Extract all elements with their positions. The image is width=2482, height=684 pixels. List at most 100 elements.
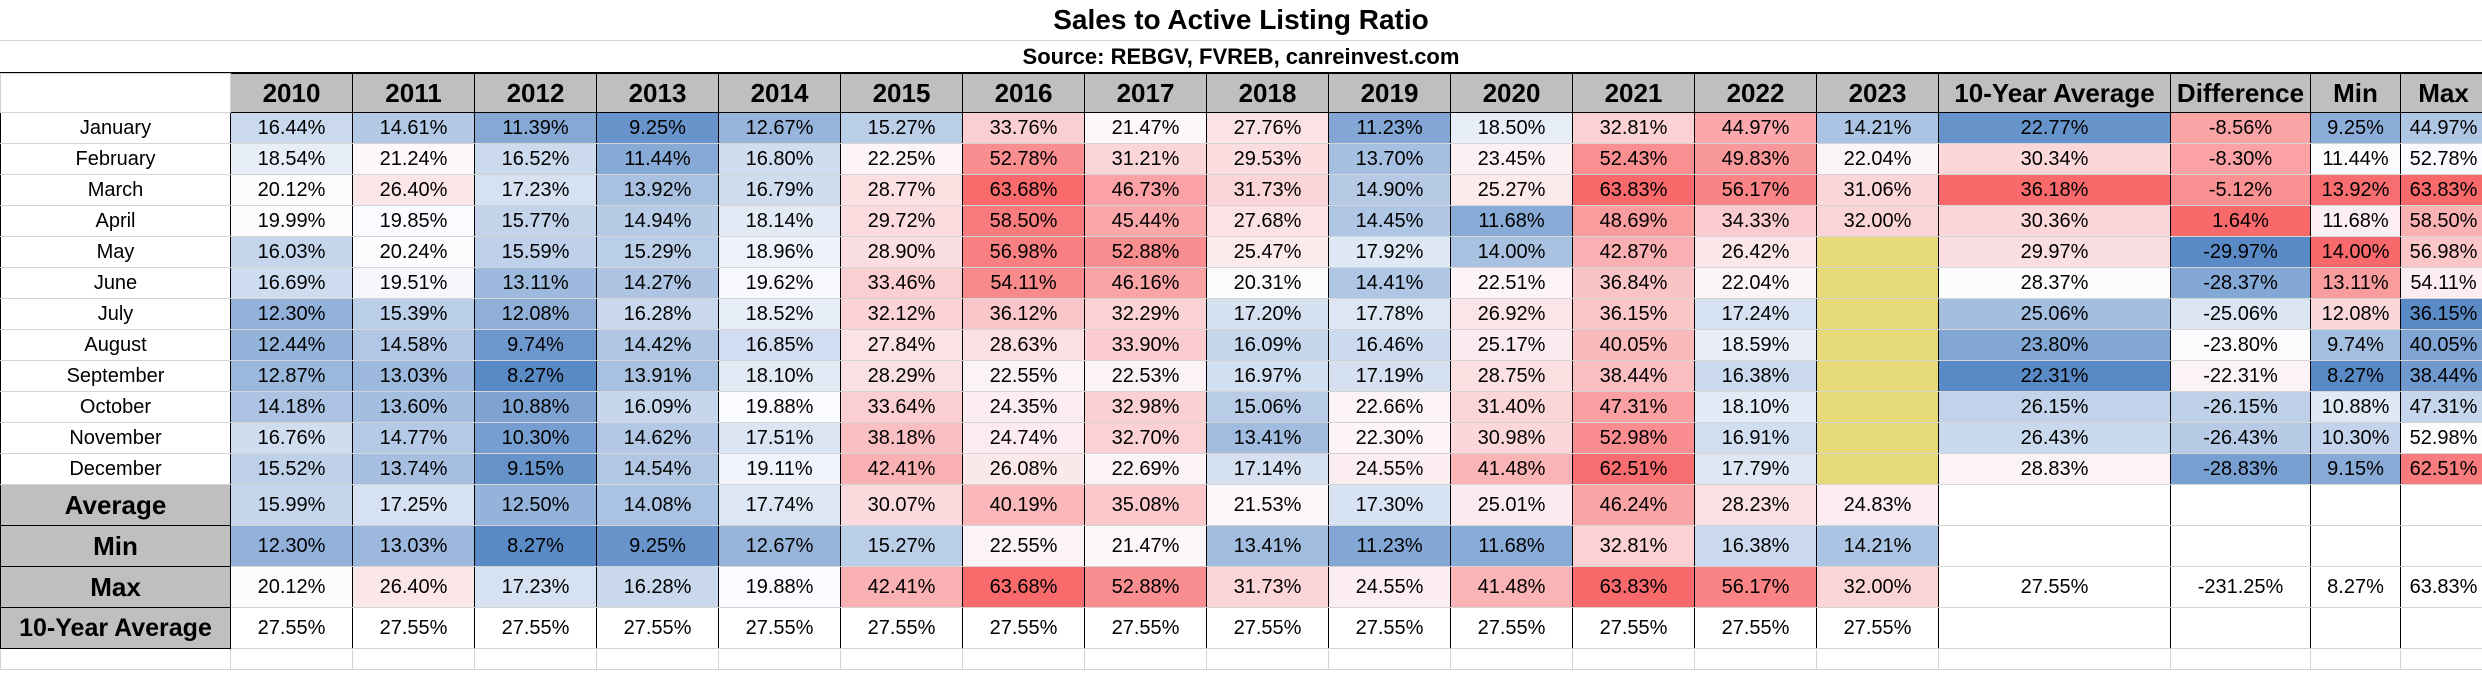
summary-value-cell[interactable]: 16.38% — [1694, 525, 1817, 567]
value-cell[interactable]: 14.00% — [1450, 236, 1573, 268]
value-cell[interactable]: 21.24% — [352, 143, 475, 175]
summary-value-cell[interactable] — [2170, 525, 2311, 567]
value-cell[interactable]: 13.03% — [352, 360, 475, 392]
value-cell[interactable]: 14.41% — [1328, 267, 1451, 299]
value-cell[interactable]: 29.53% — [1206, 143, 1329, 175]
value-cell[interactable]: 54.11% — [962, 267, 1085, 299]
value-cell[interactable]: 36.15% — [2400, 298, 2482, 330]
value-cell[interactable]: 12.67% — [718, 112, 841, 144]
summary-value-cell[interactable]: 27.55% — [1450, 607, 1573, 649]
summary-value-cell[interactable]: 8.27% — [474, 525, 597, 567]
summary-value-cell[interactable]: 30.07% — [840, 484, 963, 526]
value-cell[interactable]: 18.10% — [718, 360, 841, 392]
value-cell[interactable]: 14.77% — [352, 422, 475, 454]
value-cell[interactable]: 14.58% — [352, 329, 475, 361]
value-cell[interactable]: 30.98% — [1450, 422, 1573, 454]
summary-value-cell[interactable]: 24.83% — [1816, 484, 1939, 526]
value-cell[interactable]: 17.14% — [1206, 453, 1329, 485]
value-cell[interactable]: 16.91% — [1694, 422, 1817, 454]
empty-cell[interactable] — [596, 648, 719, 670]
value-cell[interactable]: 11.44% — [596, 143, 719, 175]
summary-value-cell[interactable]: 32.81% — [1572, 525, 1695, 567]
summary-value-cell[interactable] — [2170, 607, 2311, 649]
value-cell[interactable]: 13.60% — [352, 391, 475, 423]
value-cell[interactable]: 16.03% — [230, 236, 353, 268]
value-cell[interactable] — [1816, 360, 1939, 392]
value-cell[interactable]: 56.98% — [2400, 236, 2482, 268]
empty-cell[interactable] — [2170, 648, 2311, 670]
summary-value-cell[interactable]: 27.55% — [1572, 607, 1695, 649]
summary-value-cell[interactable]: 17.30% — [1328, 484, 1451, 526]
empty-cell[interactable] — [840, 648, 963, 670]
summary-value-cell[interactable]: 21.53% — [1206, 484, 1329, 526]
summary-value-cell[interactable]: 31.73% — [1206, 566, 1329, 608]
value-cell[interactable]: 14.54% — [596, 453, 719, 485]
value-cell[interactable]: 11.39% — [474, 112, 597, 144]
value-cell[interactable]: 22.04% — [1816, 143, 1939, 175]
summary-value-cell[interactable]: 27.55% — [1328, 607, 1451, 649]
value-cell[interactable]: 28.90% — [840, 236, 963, 268]
value-cell[interactable]: 33.64% — [840, 391, 963, 423]
summary-value-cell[interactable]: 27.55% — [962, 607, 1085, 649]
summary-value-cell[interactable]: -231.25% — [2170, 566, 2311, 608]
value-cell[interactable] — [1816, 453, 1939, 485]
value-cell[interactable]: 33.76% — [962, 112, 1085, 144]
value-cell[interactable]: 28.83% — [1938, 453, 2171, 485]
value-cell[interactable]: 20.12% — [230, 174, 353, 206]
value-cell[interactable]: 28.77% — [840, 174, 963, 206]
value-cell[interactable]: 10.88% — [474, 391, 597, 423]
value-cell[interactable]: 13.92% — [596, 174, 719, 206]
value-cell[interactable]: 11.68% — [2310, 205, 2401, 237]
value-cell[interactable]: 16.09% — [1206, 329, 1329, 361]
value-cell[interactable]: 13.11% — [2310, 267, 2401, 299]
summary-value-cell[interactable]: 11.68% — [1450, 525, 1573, 567]
value-cell[interactable]: -5.12% — [2170, 174, 2311, 206]
value-cell[interactable]: 18.10% — [1694, 391, 1817, 423]
summary-value-cell[interactable]: 20.12% — [230, 566, 353, 608]
value-cell[interactable]: 32.00% — [1816, 205, 1939, 237]
value-cell[interactable]: 31.21% — [1084, 143, 1207, 175]
value-cell[interactable]: 18.14% — [718, 205, 841, 237]
empty-cell[interactable] — [474, 648, 597, 670]
value-cell[interactable]: 16.80% — [718, 143, 841, 175]
empty-cell[interactable] — [0, 648, 231, 670]
value-cell[interactable]: 25.47% — [1206, 236, 1329, 268]
value-cell[interactable]: 29.97% — [1938, 236, 2171, 268]
value-cell[interactable]: 10.30% — [474, 422, 597, 454]
value-cell[interactable]: 52.78% — [962, 143, 1085, 175]
value-cell[interactable]: 17.51% — [718, 422, 841, 454]
value-cell[interactable]: 12.44% — [230, 329, 353, 361]
summary-value-cell[interactable]: 22.55% — [962, 525, 1085, 567]
value-cell[interactable]: 46.16% — [1084, 267, 1207, 299]
value-cell[interactable]: 47.31% — [2400, 391, 2482, 423]
value-cell[interactable]: 13.70% — [1328, 143, 1451, 175]
summary-value-cell[interactable]: 13.41% — [1206, 525, 1329, 567]
value-cell[interactable]: 36.12% — [962, 298, 1085, 330]
summary-value-cell[interactable]: 46.24% — [1572, 484, 1695, 526]
value-cell[interactable]: 13.91% — [596, 360, 719, 392]
summary-value-cell[interactable]: 13.03% — [352, 525, 475, 567]
value-cell[interactable]: 24.74% — [962, 422, 1085, 454]
value-cell[interactable]: 32.98% — [1084, 391, 1207, 423]
value-cell[interactable]: 44.97% — [1694, 112, 1817, 144]
summary-value-cell[interactable] — [1938, 484, 2171, 526]
value-cell[interactable]: 31.73% — [1206, 174, 1329, 206]
value-cell[interactable]: 26.92% — [1450, 298, 1573, 330]
value-cell[interactable]: 15.06% — [1206, 391, 1329, 423]
empty-cell[interactable] — [1572, 648, 1695, 670]
value-cell[interactable]: 18.50% — [1450, 112, 1573, 144]
value-cell[interactable]: 28.37% — [1938, 267, 2171, 299]
summary-value-cell[interactable]: 24.55% — [1328, 566, 1451, 608]
summary-value-cell[interactable]: 27.55% — [474, 607, 597, 649]
value-cell[interactable]: 8.27% — [474, 360, 597, 392]
summary-value-cell[interactable]: 63.83% — [1572, 566, 1695, 608]
summary-value-cell[interactable]: 63.68% — [962, 566, 1085, 608]
value-cell[interactable]: 12.08% — [474, 298, 597, 330]
summary-value-cell[interactable]: 27.55% — [1816, 607, 1939, 649]
empty-cell[interactable] — [1938, 648, 2171, 670]
value-cell[interactable]: 46.73% — [1084, 174, 1207, 206]
summary-value-cell[interactable]: 14.21% — [1816, 525, 1939, 567]
value-cell[interactable]: 16.44% — [230, 112, 353, 144]
value-cell[interactable]: 32.12% — [840, 298, 963, 330]
value-cell[interactable]: 17.79% — [1694, 453, 1817, 485]
